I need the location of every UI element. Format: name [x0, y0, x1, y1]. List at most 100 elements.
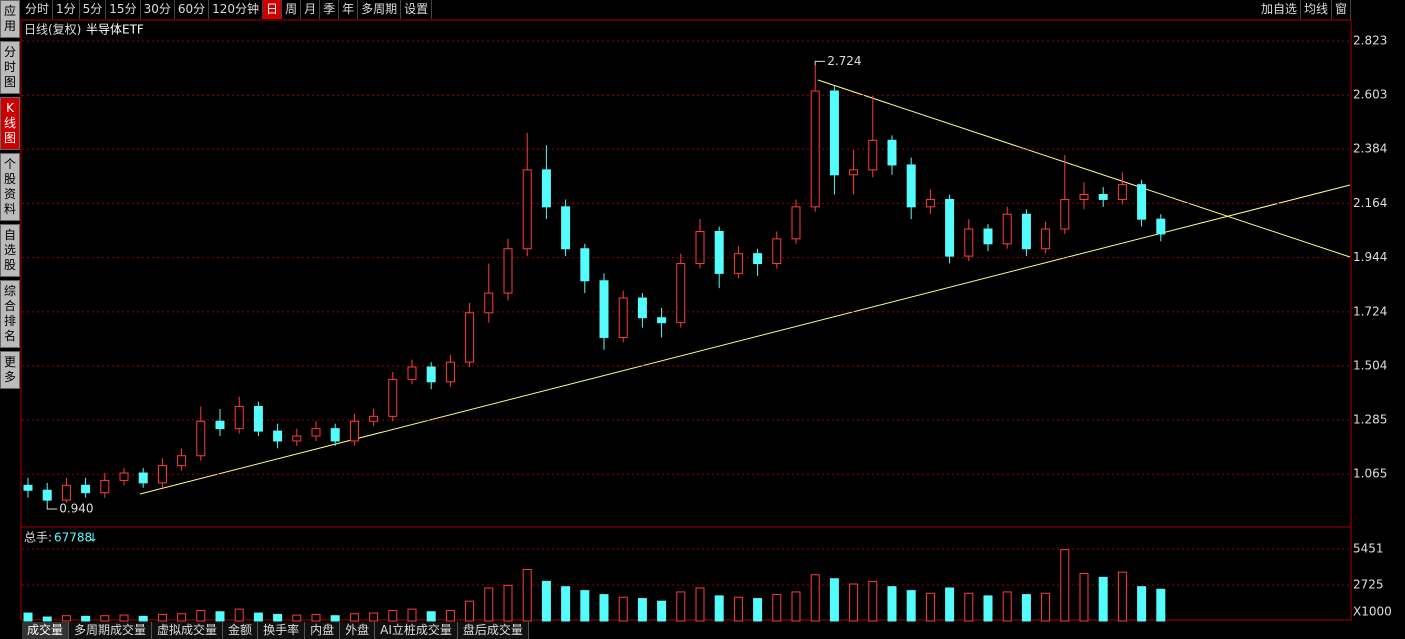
candle-body [23, 484, 33, 491]
volume-bar [695, 587, 705, 622]
period-button[interactable]: 120分钟 [209, 0, 264, 19]
candle-body [676, 263, 686, 324]
indicator-tab[interactable]: 盘后成交量 [457, 622, 529, 639]
period-button[interactable]: 分时 [22, 0, 54, 19]
period-button[interactable]: 15分 [106, 0, 141, 19]
candle-body [349, 420, 359, 442]
candle-body [983, 228, 993, 245]
volume-bar [522, 568, 532, 622]
volume-bar [407, 608, 417, 622]
candle-body [1117, 184, 1127, 200]
volume-bar [887, 586, 897, 622]
candle-body [426, 366, 436, 383]
volume-bar [733, 596, 743, 622]
volume-bar [349, 613, 359, 622]
volume-bar [810, 574, 820, 622]
volume-bar [234, 608, 244, 622]
volume-bar [1156, 588, 1166, 622]
volume-bar [196, 609, 206, 622]
candle-body [234, 405, 244, 430]
period-button[interactable]: 5分 [80, 0, 107, 19]
side-tab[interactable]: 自选股 [0, 224, 20, 277]
volume-bar [637, 598, 647, 622]
indicator-tab[interactable]: 换手率 [258, 622, 306, 639]
volume-bar [791, 591, 801, 622]
candle-body [522, 169, 532, 250]
side-tab[interactable]: K线图 [0, 97, 20, 150]
volume-bar [292, 614, 302, 622]
candle-body [714, 230, 724, 274]
sidebar: 应用分时图 K线图个股资料自选股综合排名更多 [0, 0, 20, 392]
candle-body [657, 317, 667, 324]
side-tab[interactable]: 个股资料 [0, 153, 20, 221]
indicator-tab[interactable]: 成交量 [22, 622, 70, 639]
trend-line [817, 79, 1351, 258]
period-button[interactable]: 60分 [175, 0, 210, 19]
volume-bar [1079, 572, 1089, 622]
candle-body [465, 312, 475, 363]
period-button[interactable]: 1分 [53, 0, 80, 19]
tool-button[interactable]: 加自选 [1258, 0, 1301, 19]
period-button[interactable]: 设置 [401, 0, 433, 19]
volume-bar [964, 592, 974, 622]
volume-bar [369, 612, 379, 622]
candle-body [580, 248, 590, 282]
tool-button[interactable]: 均线 [1301, 0, 1332, 19]
candle-body [791, 206, 801, 240]
side-tab[interactable]: 分时图 [0, 41, 20, 94]
candle-body [273, 430, 283, 442]
volume-bar [100, 615, 110, 622]
candle-body [1137, 184, 1147, 220]
volume-bar [253, 612, 263, 622]
candle-body [637, 297, 647, 319]
period-button[interactable]: 日 [263, 0, 283, 19]
annotation-label: 2.724 [827, 54, 861, 68]
side-tab[interactable]: 更多 [0, 351, 20, 389]
volume-unit: X1000 [1353, 605, 1392, 619]
y-tick-label: 2.603 [1353, 88, 1387, 102]
indicator-tab[interactable]: 金额 [223, 622, 259, 639]
candle-body [177, 455, 187, 467]
candle-body [1079, 194, 1089, 200]
side-tab[interactable]: 应用 [0, 0, 20, 38]
indicator-tab[interactable]: 多周期成交量 [69, 622, 153, 639]
volume-bar [388, 609, 398, 622]
candle-body [964, 228, 974, 257]
volume-bar [1021, 594, 1031, 622]
indicator-tab[interactable]: 内盘 [305, 622, 341, 639]
volume-bar [1041, 592, 1051, 622]
candle-body [311, 428, 321, 437]
period-button[interactable]: 月 [301, 0, 321, 19]
annotation-pointer [814, 60, 826, 66]
candle-body [925, 198, 935, 208]
volume-bar [618, 596, 628, 622]
period-button[interactable]: 季 [320, 0, 340, 19]
candle-body [388, 378, 398, 417]
indicator-tab[interactable]: 外盘 [340, 622, 376, 639]
tool-button[interactable]: 窗 [1332, 0, 1351, 19]
volume-bar [23, 612, 33, 622]
indicator-tab[interactable]: 虚拟成交量 [152, 622, 224, 639]
volume-bar [983, 595, 993, 622]
volume-bar [541, 580, 551, 622]
annotation-pointer [46, 505, 58, 510]
candle-body [119, 472, 129, 481]
candle-body [618, 297, 628, 338]
period-button[interactable]: 周 [282, 0, 302, 19]
candle-body [100, 479, 110, 494]
volume-bar [157, 613, 167, 622]
side-tab[interactable]: 综合排名 [0, 280, 20, 348]
candle-body [561, 206, 571, 250]
candle-body [772, 238, 782, 265]
y-tick-label: 1.504 [1353, 359, 1387, 373]
volume-bar [561, 586, 571, 622]
period-button[interactable]: 年 [339, 0, 359, 19]
volume-bar [426, 611, 436, 622]
period-button[interactable]: 多周期 [358, 0, 402, 19]
y-tick-label: 2.164 [1353, 196, 1387, 210]
indicator-tab[interactable]: AI立桩成交量 [375, 622, 458, 639]
volume-bar [580, 590, 590, 622]
period-button[interactable]: 30分 [141, 0, 175, 19]
